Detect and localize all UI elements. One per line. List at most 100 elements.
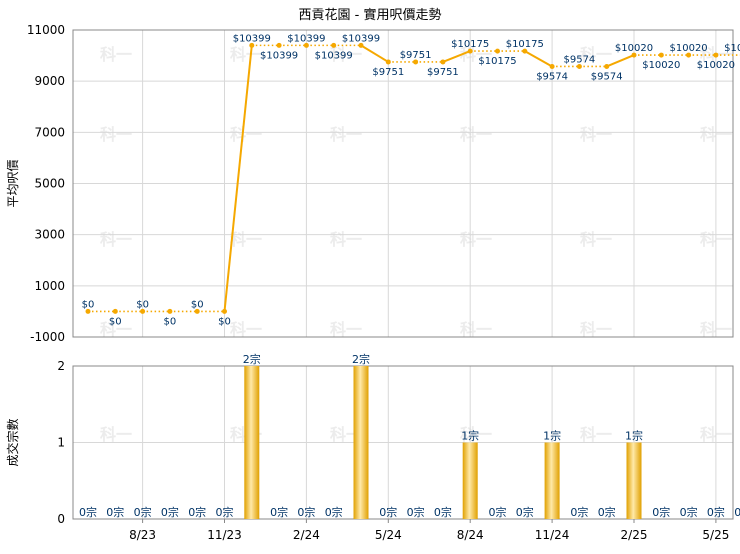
- bar-label: 0宗: [379, 505, 397, 519]
- data-point: [85, 308, 91, 314]
- bar-label: 0宗: [161, 505, 179, 519]
- data-point: [631, 52, 637, 58]
- watermark: 科一: [580, 125, 612, 144]
- data-point: [467, 48, 473, 54]
- data-label: $9751: [400, 50, 432, 61]
- watermark: 科一: [230, 320, 262, 339]
- data-label: $10175: [478, 56, 516, 67]
- data-point: [576, 63, 582, 69]
- bar-label: 0宗: [734, 505, 740, 519]
- bar: [462, 442, 478, 519]
- watermark: 科一: [100, 320, 132, 339]
- watermark: 科一: [230, 45, 262, 64]
- x-tick-label: 2/25: [621, 528, 648, 542]
- bar-label: 2宗: [243, 352, 261, 366]
- x-tick-label: 11/24: [535, 528, 570, 542]
- data-point: [713, 52, 719, 58]
- bar-label: 0宗: [707, 505, 725, 519]
- watermark: 科一: [460, 125, 492, 144]
- data-label: $9574: [563, 54, 595, 65]
- data-label: $10399: [233, 33, 271, 44]
- bar-label: 0宗: [79, 505, 97, 519]
- watermark: 科一: [330, 320, 362, 339]
- watermark: 科一: [330, 45, 362, 64]
- data-label: $0: [109, 316, 122, 327]
- bar-label: 0宗: [270, 505, 288, 519]
- data-point: [413, 59, 419, 65]
- bar-label: 0宗: [516, 505, 534, 519]
- data-point: [358, 42, 364, 48]
- bar-label: 0宗: [134, 505, 152, 519]
- bar-label: 0宗: [407, 505, 425, 519]
- transactions-bar-chart: 0 1 2 成交宗數 0宗 0宗 0宗 0宗 0宗 0宗 2宗 0宗 0宗 0宗 2宗 0宗 0宗 0宗 1宗 0宗 0…: [5, 352, 740, 542]
- series-line-segment: [606, 54, 635, 68]
- bar-label: 0宗: [106, 505, 124, 519]
- x-tick-label: 5/25: [702, 528, 729, 542]
- watermark: 科一: [100, 125, 132, 144]
- data-point: [276, 42, 282, 48]
- series-line-segment: [524, 50, 553, 68]
- data-label: $0: [191, 299, 204, 310]
- bar: [244, 366, 260, 519]
- bar-label: 0宗: [325, 505, 343, 519]
- data-label: $10175: [506, 39, 544, 50]
- bar-label: 2宗: [352, 352, 370, 366]
- watermark: 科一: [580, 45, 612, 64]
- bar: [353, 366, 369, 519]
- plot-frame: [72, 29, 734, 338]
- data-label: $9574: [591, 71, 623, 82]
- data-label: $10020: [642, 60, 680, 71]
- bar: [626, 442, 642, 519]
- data-point: [140, 308, 146, 314]
- y-axis-label: 成交宗數: [5, 418, 20, 466]
- bar: [544, 442, 560, 519]
- data-point: [331, 42, 337, 48]
- data-label: $0: [164, 316, 177, 327]
- data-point: [385, 59, 391, 65]
- watermark: 科一: [100, 425, 132, 444]
- data-label: $10399: [260, 50, 298, 61]
- x-tick-label: 2/24: [293, 528, 320, 542]
- data-label: $0: [82, 299, 95, 310]
- y-tick-label: 2: [57, 359, 65, 373]
- data-point: [194, 308, 200, 314]
- watermark: 科一: [580, 230, 612, 249]
- data-label: $10175: [451, 39, 489, 50]
- x-tick-label: 5/24: [375, 528, 402, 542]
- data-point: [112, 308, 118, 314]
- watermark: 科一: [580, 425, 612, 444]
- watermark: 科一: [100, 230, 132, 249]
- watermark: 科一: [580, 320, 612, 339]
- data-point: [495, 48, 500, 54]
- chart-title: 西貢花園 - 實用呎價走勢: [299, 7, 442, 23]
- data-label: $10399: [287, 33, 325, 44]
- plot-frame: [72, 365, 734, 520]
- data-label: $10020: [697, 60, 735, 71]
- data-label: $10399: [315, 50, 353, 61]
- price-line-chart: -1000 1000 3000 5000 7000 9000 11000 平均呎價 $0 $0 $0…: [6, 23, 740, 519]
- y-tick-label: 0: [57, 512, 65, 526]
- bar-label: 1宗: [461, 429, 479, 443]
- data-point: [686, 52, 692, 58]
- bar-label: 0宗: [188, 505, 206, 519]
- data-label: $10399: [342, 33, 380, 44]
- bar-label: 0宗: [434, 505, 452, 519]
- bar-label: 0宗: [652, 505, 670, 519]
- watermark: 科一: [460, 230, 492, 249]
- data-label: $10020: [615, 43, 653, 54]
- data-label: $10020: [670, 43, 708, 54]
- data-point: [549, 63, 555, 69]
- data-point: [522, 48, 528, 54]
- series-line-segment: [442, 50, 471, 63]
- y-tick-label: 1000: [34, 279, 65, 293]
- data-label: $9574: [536, 71, 568, 82]
- x-tick-label: 8/24: [457, 528, 484, 542]
- data-point: [658, 52, 664, 58]
- watermark: 科一: [460, 320, 492, 339]
- bar-label: 0宗: [570, 505, 588, 519]
- data-label: $0: [218, 316, 231, 327]
- data-label: $9751: [372, 67, 404, 78]
